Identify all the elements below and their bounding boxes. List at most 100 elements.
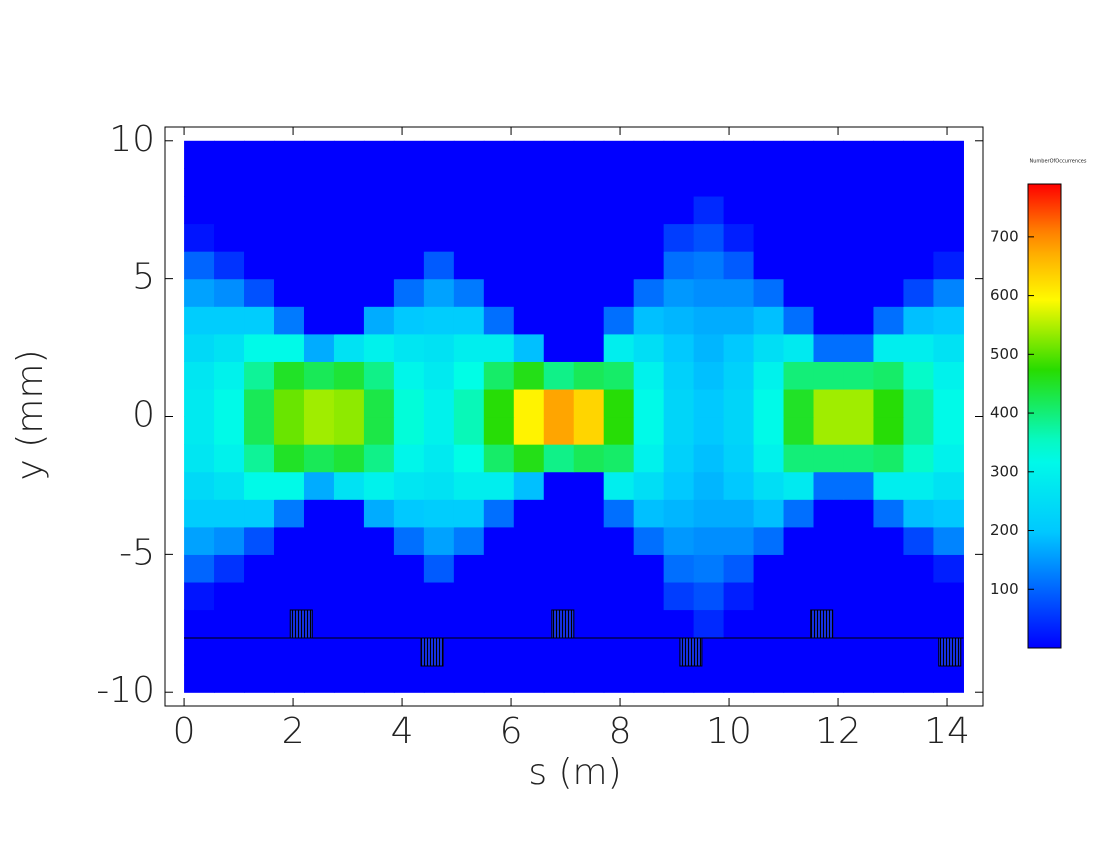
heat-cell bbox=[184, 195, 215, 225]
heat-cell bbox=[813, 581, 845, 611]
lattice-element bbox=[289, 609, 313, 639]
heat-cell bbox=[813, 554, 845, 583]
heat-cell bbox=[843, 664, 875, 693]
heat-cell bbox=[273, 361, 305, 390]
heat-cell bbox=[813, 306, 845, 335]
heat-cell bbox=[723, 581, 755, 611]
heat-cell bbox=[753, 526, 785, 555]
heat-cell bbox=[273, 581, 305, 611]
heat-cell bbox=[184, 278, 215, 307]
heat-cell bbox=[873, 251, 905, 280]
heat-cell bbox=[633, 361, 665, 390]
heat-cell bbox=[723, 664, 755, 693]
heat-cell bbox=[363, 388, 395, 418]
heat-cell bbox=[723, 306, 755, 335]
y-tick-label: -5 bbox=[119, 532, 155, 573]
heat-cell bbox=[363, 664, 395, 693]
colorbar-tick-label: 600 bbox=[990, 286, 1019, 304]
heat-cell bbox=[244, 581, 275, 611]
heat-cell bbox=[483, 471, 515, 500]
heat-cell bbox=[873, 637, 905, 666]
heat-cell bbox=[483, 306, 515, 335]
heat-cell bbox=[184, 251, 215, 280]
heat-cell bbox=[753, 223, 785, 252]
heat-cell bbox=[603, 444, 635, 473]
heat-cell bbox=[693, 306, 725, 335]
heat-cell bbox=[453, 223, 485, 252]
heat-cell bbox=[723, 416, 755, 445]
heat-cell bbox=[333, 361, 365, 390]
heat-cell bbox=[843, 195, 875, 225]
heat-cell bbox=[933, 140, 964, 169]
heat-cell bbox=[393, 637, 425, 666]
heat-cell bbox=[933, 664, 964, 693]
heat-cell bbox=[573, 333, 605, 362]
heat-cell bbox=[453, 416, 485, 445]
heat-cell bbox=[543, 444, 575, 473]
heat-cell bbox=[663, 444, 695, 473]
x-tick-label: 6 bbox=[500, 711, 523, 752]
heat-cell bbox=[513, 251, 545, 280]
heat-cell bbox=[903, 471, 935, 500]
heat-cell bbox=[393, 499, 425, 528]
heat-cell bbox=[393, 251, 425, 280]
heat-cell bbox=[214, 471, 245, 500]
heat-cell bbox=[633, 278, 665, 307]
x-tick-label: 14 bbox=[924, 711, 970, 752]
heat-cell bbox=[933, 416, 964, 445]
heat-cell bbox=[693, 195, 725, 225]
heat-cell bbox=[393, 168, 425, 197]
x-tick-label: 2 bbox=[282, 711, 305, 752]
heat-cell bbox=[933, 168, 964, 197]
heat-cell bbox=[453, 333, 485, 362]
heat-cell bbox=[633, 637, 665, 666]
heat-cell bbox=[543, 499, 575, 528]
heat-cell bbox=[423, 195, 455, 225]
heat-cell bbox=[214, 416, 245, 445]
heat-cell bbox=[783, 609, 815, 638]
heat-cell bbox=[393, 526, 425, 555]
heat-cell bbox=[453, 361, 485, 390]
colorbar-tick-label: 700 bbox=[990, 227, 1019, 245]
heat-cell bbox=[244, 223, 275, 252]
heat-cell bbox=[723, 168, 755, 197]
heat-cell bbox=[333, 609, 365, 638]
heat-cell bbox=[873, 168, 905, 197]
heat-cell bbox=[244, 471, 275, 500]
heat-cell bbox=[513, 526, 545, 555]
heat-cell bbox=[273, 333, 305, 362]
heat-cell bbox=[423, 609, 455, 638]
heat-cell bbox=[783, 416, 815, 445]
heat-cell bbox=[603, 499, 635, 528]
heat-cell bbox=[483, 526, 515, 555]
heat-cell bbox=[693, 526, 725, 555]
heat-cell bbox=[423, 416, 455, 445]
heat-cell bbox=[933, 581, 964, 611]
heat-cell bbox=[783, 554, 815, 583]
heat-cell bbox=[513, 333, 545, 362]
colorbar-tick-label: 200 bbox=[990, 521, 1019, 539]
heat-cell bbox=[214, 140, 245, 169]
heat-cell bbox=[483, 388, 515, 418]
heat-cell bbox=[244, 361, 275, 390]
heat-cell bbox=[423, 251, 455, 280]
x-tick-label: 0 bbox=[173, 711, 196, 752]
heat-cell bbox=[603, 388, 635, 418]
heat-cell bbox=[603, 526, 635, 555]
heat-cell bbox=[513, 444, 545, 473]
heat-cell bbox=[753, 306, 785, 335]
heat-cell bbox=[483, 278, 515, 307]
heat-cell bbox=[843, 554, 875, 583]
heat-cell bbox=[423, 168, 455, 197]
heat-cell bbox=[363, 637, 395, 666]
heat-cell bbox=[333, 526, 365, 555]
heat-cell bbox=[873, 278, 905, 307]
heat-cell bbox=[184, 140, 215, 169]
heat-cell bbox=[753, 333, 785, 362]
heat-cell bbox=[723, 444, 755, 473]
heat-cell bbox=[333, 306, 365, 335]
lattice-element bbox=[551, 609, 575, 639]
heat-cell bbox=[633, 554, 665, 583]
heat-cell bbox=[663, 471, 695, 500]
heat-cell bbox=[333, 416, 365, 445]
